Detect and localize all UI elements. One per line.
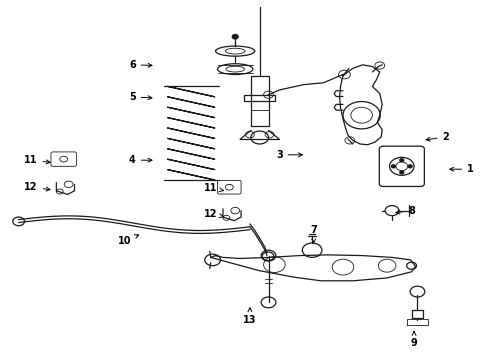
- Text: 6: 6: [129, 60, 152, 70]
- Text: 2: 2: [426, 132, 449, 142]
- Text: 11: 11: [24, 155, 50, 165]
- Text: 10: 10: [118, 235, 139, 246]
- Text: 5: 5: [129, 92, 152, 102]
- Text: 13: 13: [243, 308, 257, 325]
- Circle shape: [408, 165, 412, 168]
- Text: 11: 11: [204, 183, 223, 193]
- Text: 9: 9: [411, 332, 417, 348]
- Text: 1: 1: [450, 164, 474, 174]
- Text: 8: 8: [396, 206, 415, 216]
- Text: 3: 3: [276, 150, 302, 160]
- Circle shape: [392, 165, 395, 168]
- Text: 4: 4: [129, 155, 152, 165]
- Circle shape: [400, 159, 404, 162]
- Circle shape: [400, 171, 404, 174]
- Text: 7: 7: [310, 225, 317, 243]
- Text: 12: 12: [24, 182, 50, 192]
- Text: 12: 12: [204, 209, 223, 219]
- Circle shape: [232, 35, 238, 39]
